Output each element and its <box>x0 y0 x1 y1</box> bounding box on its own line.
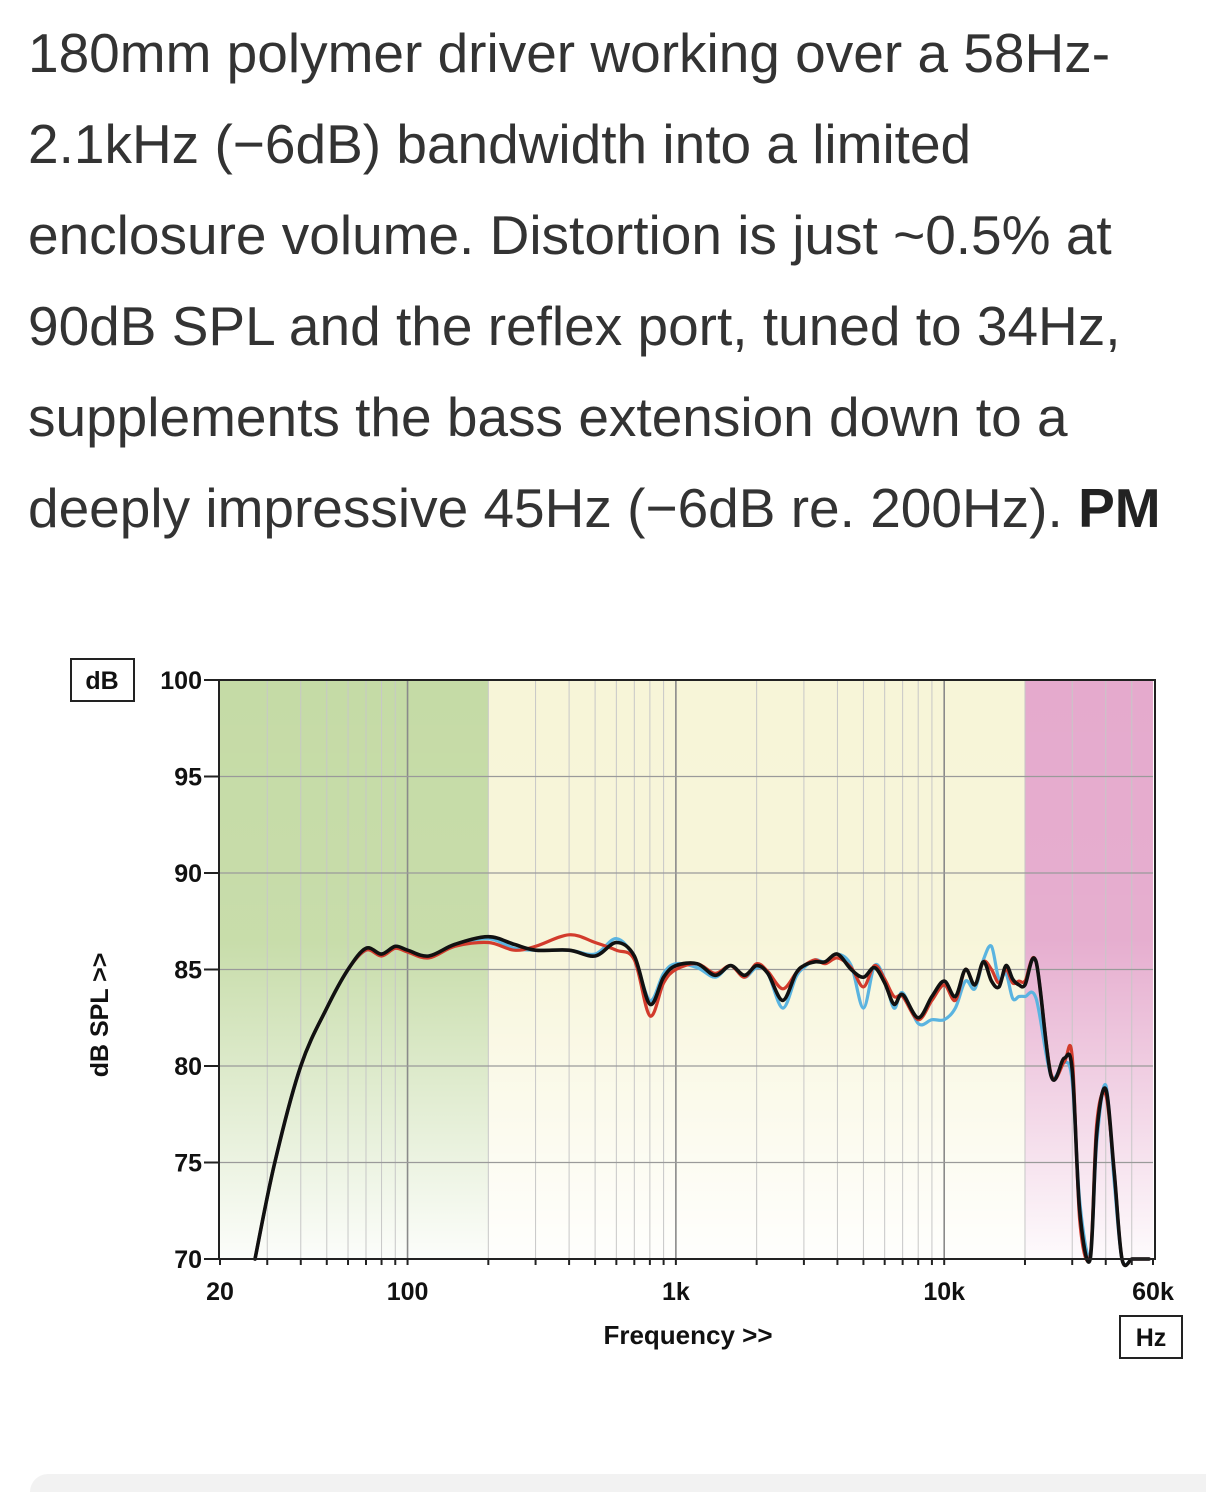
paragraph-line: enclosure volume. Distortion is just ~0.… <box>28 204 1112 266</box>
y-tick-label: 90 <box>174 860 202 888</box>
y-tick-label: 95 <box>174 764 202 792</box>
chart-svg: 70 75 80 85 90 95 100 20 100 1k 10k 60k dB dB SPL … <box>70 658 1183 1359</box>
x-tick-label: 20 <box>206 1278 234 1306</box>
series-line-2 <box>253 934 1151 1268</box>
x-tick-label: 60k <box>1132 1278 1174 1306</box>
series-lines <box>253 933 1151 1268</box>
x-unit-box <box>1119 1315 1183 1359</box>
paragraph-line: supplements the bass extension down to a <box>28 386 1068 448</box>
article-paragraph: 180mm polymer driver working over a 58Hz… <box>28 0 1206 554</box>
y-axis-label: dB SPL >> <box>86 953 114 1078</box>
y-unit-label: dB <box>85 667 118 695</box>
paragraph-line: 180mm polymer driver working over a 58Hz… <box>28 22 1111 84</box>
y-unit-box <box>70 658 135 702</box>
y-tick-label: 80 <box>174 1053 202 1081</box>
y-axis-ticks: 70 75 80 85 90 95 100 <box>160 667 219 1274</box>
x-unit-label: Hz <box>1136 1324 1167 1352</box>
x-tick-label: 100 <box>387 1278 429 1306</box>
x-axis-ticks: 20 100 1k 10k 60k <box>206 1259 1174 1306</box>
paragraph-line-last: deeply impressive 45Hz (−6dB re. 200Hz).… <box>28 463 1206 554</box>
x-tick-label: 1k <box>662 1278 690 1306</box>
frequency-response-chart: 70 75 80 85 90 95 100 20 100 1k 10k 60k dB dB SPL … <box>0 640 1206 1380</box>
y-tick-label: 100 <box>160 667 202 695</box>
paragraph-line: 90dB SPL and the reflex port, tuned to 3… <box>28 295 1121 357</box>
next-content-card <box>30 1474 1206 1492</box>
paragraph-line-text: deeply impressive 45Hz (−6dB re. 200Hz). <box>28 477 1079 539</box>
x-tick-label: 10k <box>923 1278 965 1306</box>
x-axis-label: Frequency >> <box>603 1320 772 1350</box>
paragraph-line: 2.1kHz (−6dB) bandwidth into a limited <box>28 113 972 175</box>
y-tick-label: 85 <box>174 957 202 985</box>
author-initials: PM <box>1078 477 1161 539</box>
y-tick-label: 70 <box>174 1246 202 1274</box>
y-tick-label: 75 <box>174 1150 202 1178</box>
